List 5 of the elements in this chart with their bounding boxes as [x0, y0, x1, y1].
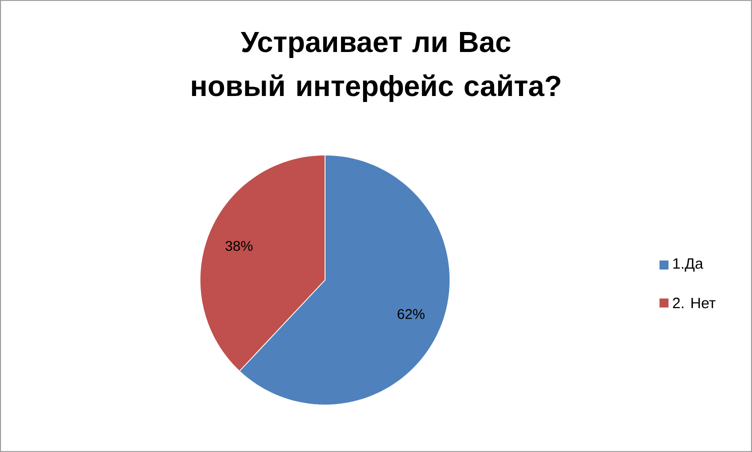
data-label: 38%	[226, 240, 253, 251]
data-label: 62%	[398, 309, 425, 320]
legend-label: 1.Да	[673, 258, 704, 272]
legend-label: 2. Нет	[672, 298, 716, 308]
chart-title: Устраивает ли Вас новый интерфейс сайта?	[192, 32, 560, 102]
